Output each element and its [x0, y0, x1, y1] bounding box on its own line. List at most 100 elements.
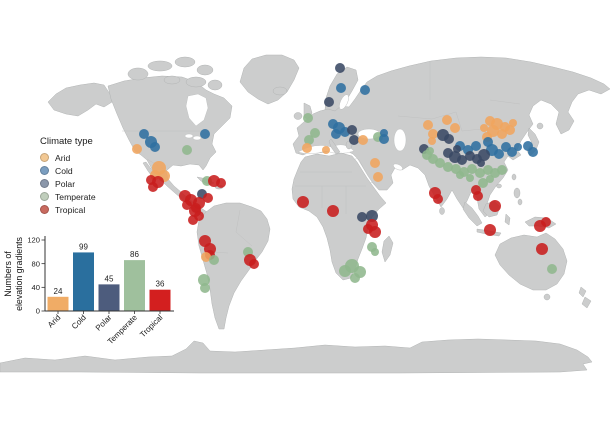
map-point-tropical: [473, 191, 483, 201]
landmass-hainan: [496, 183, 502, 189]
landmass-philippines: [517, 198, 523, 206]
map-point-temperate: [497, 165, 507, 175]
map-point-temperate: [304, 135, 314, 145]
map-point-temperate: [371, 248, 379, 256]
arctic-island: [174, 56, 196, 68]
map-point-polar: [335, 63, 345, 73]
legend-title: Climate type: [40, 136, 93, 147]
chart-axes: [44, 236, 174, 312]
landmass-sri-lanka: [439, 207, 445, 215]
map-point-temperate: [182, 145, 192, 155]
bar-value-label: 36: [156, 280, 165, 289]
map-point-tropical: [489, 200, 501, 212]
legend-swatch-temperate: [40, 192, 49, 201]
map-point-temperate: [475, 168, 485, 178]
map-point-cold: [379, 134, 389, 144]
map-point-arid: [450, 123, 460, 133]
map-point-tropical: [249, 259, 259, 269]
y-tick-label: 40: [32, 283, 40, 292]
chart-y-ticks: 0 40 80 120: [27, 236, 45, 316]
landmass-north-america: [107, 75, 233, 218]
y-tick-label: 80: [32, 259, 40, 268]
map-point-temperate: [310, 128, 320, 138]
great-lakes: [184, 133, 194, 139]
map-point-tropical: [194, 211, 204, 221]
caspian-sea: [393, 128, 407, 152]
bar-polar: [98, 284, 120, 311]
map-point-temperate: [467, 164, 477, 174]
map-point-arid: [370, 158, 380, 168]
bar-value-label: 45: [105, 274, 114, 283]
map-point-temperate: [443, 162, 453, 172]
landmass-new-zealand: [578, 286, 587, 298]
map-point-temperate: [303, 113, 313, 123]
map-legend: Climate type Arid Cold Polar Temperate T…: [40, 136, 96, 216]
y-tick-label: 0: [36, 307, 40, 316]
map-point-cold: [331, 129, 341, 139]
bar-value-label: 99: [79, 242, 88, 251]
map-point-tropical: [182, 200, 192, 210]
map-point-temperate: [486, 175, 494, 183]
bar-value-label: 24: [54, 287, 63, 296]
legend-swatch-polar: [40, 179, 49, 188]
legend-label: Arid: [55, 152, 71, 163]
map-point-temperate: [466, 174, 474, 182]
map-point-arid: [509, 119, 517, 127]
map-point-tropical: [484, 224, 496, 236]
map-point-arid: [302, 143, 312, 153]
x-tick-label: Cold: [70, 313, 88, 331]
map-point-polar: [477, 159, 485, 167]
x-tick-label: Tropical: [138, 313, 164, 339]
map-point-cold: [150, 142, 160, 152]
map-point-arid: [428, 137, 436, 145]
landmass-iceland: [272, 86, 288, 96]
map-point-cold: [360, 85, 370, 95]
map-point-tropical: [536, 243, 548, 255]
map-point-tropical: [433, 194, 443, 204]
chart-bars: [47, 252, 171, 311]
bar-cold: [73, 252, 94, 311]
map-point-polar: [349, 135, 359, 145]
arctic-island: [163, 75, 181, 85]
map-point-polar: [347, 125, 357, 135]
legend-label: Cold: [55, 165, 73, 176]
landmass-greenland: [239, 54, 300, 105]
map-point-cold: [507, 147, 517, 157]
map-point-cold: [336, 83, 346, 93]
map-point-cold: [494, 149, 504, 159]
chart-y-axis-label-line2: elevation gradients: [14, 236, 24, 310]
map-point-tropical: [203, 193, 213, 203]
map-point-temperate: [350, 273, 360, 283]
legend-label: Polar: [55, 178, 76, 189]
landmass-antarctica: [0, 338, 593, 374]
landmass-taiwan: [511, 173, 517, 181]
landmass-new-zealand: [581, 296, 592, 309]
map-point-tropical: [148, 182, 158, 192]
map-point-tropical: [297, 196, 309, 208]
chart-y-axis-label-line1: Numbers of: [3, 251, 13, 297]
legend-item-cold: Cold: [40, 164, 96, 177]
map-point-arid: [428, 129, 438, 139]
map-point-temperate: [435, 158, 445, 168]
landmass-alaska: [47, 82, 113, 117]
legend-label: Temperate: [55, 191, 96, 202]
landmass-south-america: [196, 202, 271, 330]
landmass-hokkaido: [536, 122, 544, 130]
persian-gulf: [393, 163, 403, 171]
landmass-sumatra: [462, 201, 483, 227]
map-point-arid: [373, 172, 383, 182]
landmass-australia: [494, 232, 568, 291]
x-tick-label: Polar: [94, 313, 114, 333]
landmass-tasmania: [543, 293, 551, 301]
arctic-island: [185, 76, 207, 88]
map-point-polar: [357, 212, 367, 222]
landmass-sulawesi: [504, 213, 511, 226]
hudson-bay: [185, 93, 209, 127]
legend-item-tropical: Tropical: [40, 203, 96, 216]
map-point-arid: [201, 252, 211, 262]
landmass-philippines: [513, 187, 521, 199]
